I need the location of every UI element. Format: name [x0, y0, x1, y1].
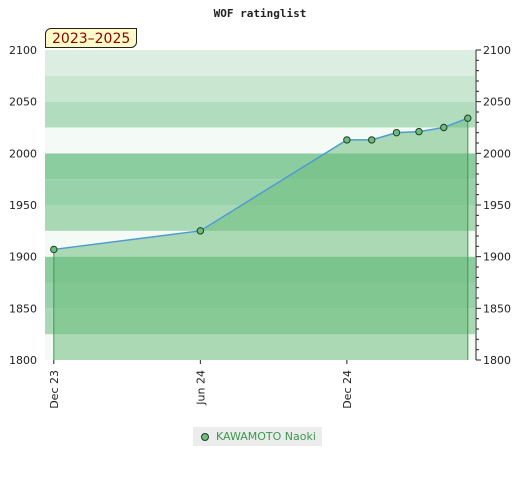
x-tick-label: Jun 24	[194, 370, 207, 406]
legend-marker-icon	[201, 432, 209, 441]
y-tick-label: 1800	[9, 354, 37, 367]
x-tick-label: Dec 23	[48, 370, 61, 409]
period-badge: 2023–2025	[45, 28, 138, 48]
series-area	[53, 118, 468, 360]
data-point	[196, 227, 205, 235]
x-axis: Dec 23 Jun 24 Dec 24	[48, 360, 354, 409]
y-tick-label: 1850	[483, 302, 511, 315]
y-tick-label: 2000	[9, 147, 37, 160]
data-point	[368, 136, 376, 144]
chart-title: WOF ratinglist	[214, 7, 307, 20]
y-tick-label: 1850	[9, 302, 37, 315]
series-area-layer	[53, 117, 469, 360]
series-points	[50, 114, 472, 254]
data-point	[50, 245, 58, 254]
y-tick-label: 2000	[483, 147, 511, 160]
y-tick-label: 1950	[483, 199, 511, 212]
y-tick-label: 2050	[483, 96, 511, 109]
data-point	[440, 123, 448, 132]
left-y-axis: 1800 1850 1900 1950 2000 2050 2100	[9, 44, 37, 367]
series-line	[53, 117, 469, 251]
data-point	[464, 114, 472, 122]
y-tick-label: 1800	[483, 354, 511, 367]
y-tick-label: 1900	[483, 251, 511, 264]
y-tick-label: 2100	[483, 44, 511, 57]
background-band	[45, 75, 475, 102]
data-point	[343, 136, 351, 144]
data-point	[392, 128, 401, 137]
legend[interactable]: KAWAMOTO Naoki	[193, 427, 322, 446]
x-tick-label: Dec 24	[341, 370, 354, 409]
background-band	[45, 50, 475, 76]
data-point	[415, 127, 423, 136]
background-band	[45, 101, 475, 128]
y-tick-label: 1900	[9, 251, 37, 264]
y-tick-label: 2100	[9, 44, 37, 57]
legend-series-label: KAWAMOTO Naoki	[216, 430, 316, 443]
y-tick-label: 1950	[9, 199, 37, 212]
right-y-axis: 1800 1850 1900 1950 2000 2050 2100	[475, 44, 511, 367]
y-tick-label: 2050	[9, 96, 37, 109]
